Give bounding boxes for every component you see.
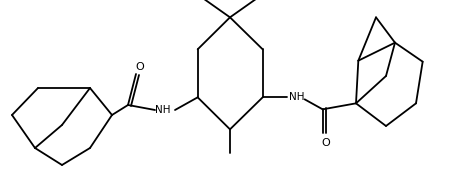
- Text: O: O: [135, 62, 145, 72]
- Text: NH: NH: [289, 92, 304, 102]
- Text: O: O: [321, 138, 330, 148]
- Text: NH: NH: [155, 105, 171, 115]
